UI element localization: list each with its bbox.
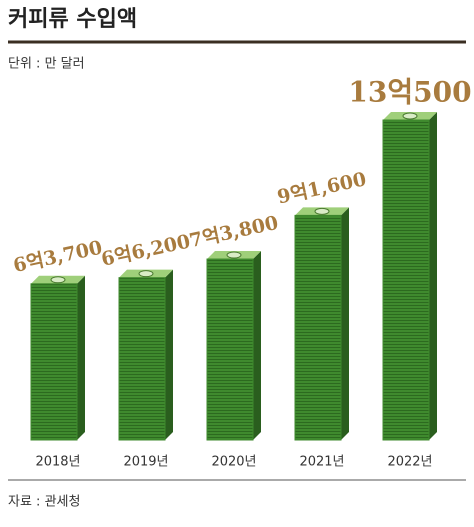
chart-subtitle: 단위 : 만 달러: [8, 57, 85, 72]
x-tick-label: 2022년: [387, 455, 432, 470]
bill-seal: [402, 112, 418, 120]
bar: [294, 214, 342, 441]
x-tick-label: 2018년: [35, 455, 80, 470]
bill-seal: [314, 207, 330, 215]
bill-seal: [226, 251, 242, 259]
bar: [382, 119, 430, 441]
value-label: 9억1,600: [275, 168, 368, 208]
chart-title: 커피류 수입액: [8, 7, 137, 32]
value-label: 13억500: [348, 76, 471, 109]
bar-side: [165, 269, 173, 440]
x-tick-label: 2019년: [123, 455, 168, 470]
value-label: 7억3,800: [187, 212, 280, 252]
value-label: 6억6,200: [99, 231, 192, 271]
bar-side: [429, 112, 437, 440]
bar-side: [77, 275, 85, 440]
bar: [118, 277, 166, 441]
bar: [30, 283, 78, 441]
bar-side: [253, 251, 261, 440]
source: 자료 : 관세청: [8, 495, 80, 510]
bar: [206, 258, 254, 441]
bar-side: [341, 207, 349, 440]
x-tick-label: 2020년: [211, 455, 256, 470]
x-tick-label: 2021년: [299, 455, 344, 470]
bill-seal: [138, 270, 154, 278]
value-label: 6억3,700: [11, 237, 104, 277]
bill-seal: [50, 276, 66, 284]
